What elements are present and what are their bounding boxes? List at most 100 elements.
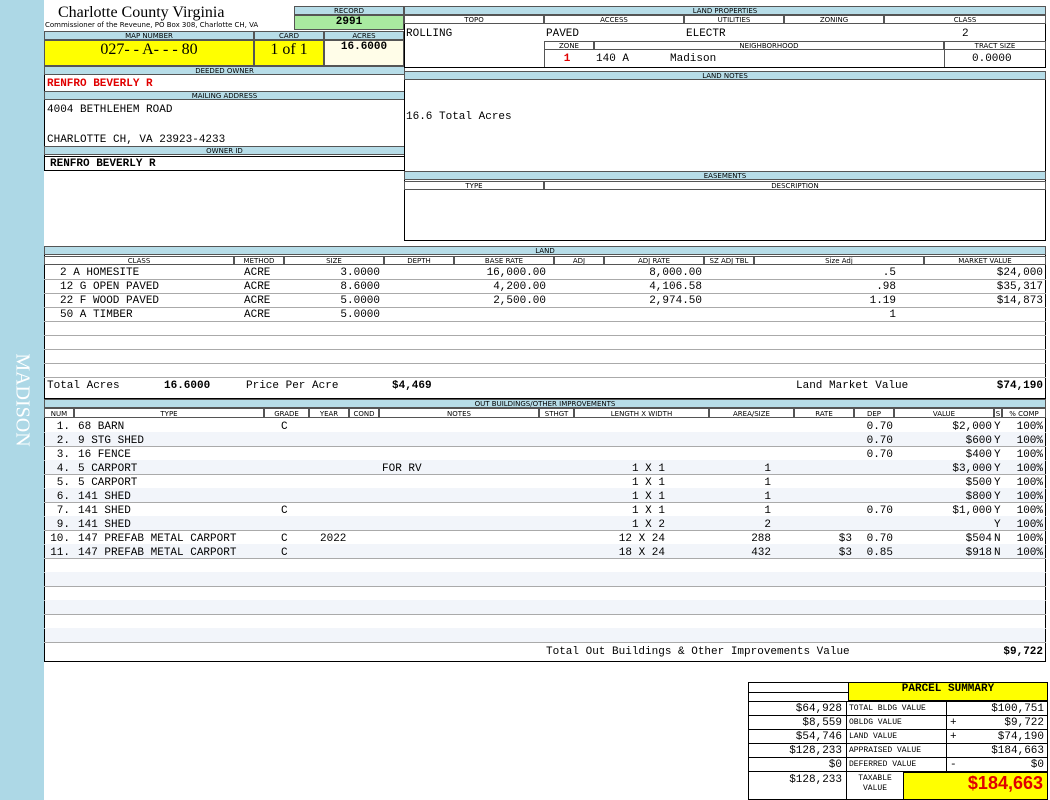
- land-cell: 8.6000: [340, 281, 380, 293]
- row-line: [44, 530, 1046, 531]
- outbuilding-cell: 0.70: [866, 533, 893, 545]
- outbuilding-cell: $504: [965, 533, 992, 545]
- outbuilding-cell: C: [281, 533, 288, 545]
- tract-size-label: TRACT SIZE: [944, 41, 1046, 50]
- land-cell: 4,200.00: [493, 281, 546, 293]
- outbuilding-header: YEAR: [309, 408, 349, 418]
- land-cell: 1.19: [869, 295, 896, 307]
- land-notes-label: LAND NOTES: [404, 71, 1046, 80]
- mailing-address-label: MAILING ADDRESS: [44, 91, 405, 100]
- summary-value: $74,190: [997, 731, 1044, 743]
- land-cell: 2,500.00: [493, 295, 546, 307]
- row-line: [44, 293, 1046, 294]
- row-line: [44, 446, 1046, 447]
- outbuildings-total: $9,722: [1003, 646, 1043, 658]
- land-cell: 4,106.58: [649, 281, 702, 293]
- outbuilding-cell: 7.: [56, 505, 70, 517]
- outbuilding-cell: 1: [764, 505, 771, 517]
- address-line: CHARLOTTE CH, VA 23923-4233: [47, 134, 226, 146]
- land-cell: 12 G OPEN PAVED: [60, 281, 160, 293]
- outbuilding-cell: 432: [751, 547, 771, 559]
- summary-left: $54,746: [795, 731, 842, 743]
- row-line: [44, 586, 1046, 587]
- field-label: ZONING: [784, 15, 884, 24]
- row-shade: [45, 572, 1045, 586]
- outbuilding-cell: 2022: [320, 533, 347, 545]
- outbuilding-cell: 2: [764, 519, 771, 531]
- summary-sign: -: [950, 759, 957, 771]
- outbuilding-cell: 1: [764, 491, 771, 503]
- summary-label: DEFERRED VALUE: [849, 760, 917, 769]
- outbuilding-cell: Y: [994, 421, 1001, 433]
- summary-left: $8,559: [802, 717, 842, 729]
- outbuilding-cell: 100%: [1016, 519, 1043, 531]
- row-line: [44, 642, 1046, 643]
- land-header: BASE RATE: [454, 256, 554, 265]
- outbuilding-header: S: [994, 408, 1002, 418]
- summary-col: [846, 701, 847, 800]
- outbuilding-cell: 0.70: [866, 421, 893, 433]
- address-line: 4004 BETHLEHEM ROAD: [47, 104, 173, 116]
- owner-id-label: OWNER ID: [44, 146, 405, 155]
- acres-label: ACRES: [324, 31, 404, 40]
- outbuilding-cell: C: [281, 421, 288, 433]
- row-shade: [45, 516, 1045, 530]
- land-properties-label: LAND PROPERTIES: [404, 6, 1046, 15]
- land-cell: $14,873: [996, 295, 1043, 307]
- land-header: Size Adj: [754, 256, 924, 265]
- land-cell: ACRE: [244, 281, 271, 293]
- card: 1 of 1: [254, 40, 324, 66]
- outbuilding-cell: 147 PREFAB METAL CARPORT: [78, 533, 237, 545]
- outbuilding-cell: 100%: [1016, 435, 1043, 447]
- outbuilding-header: AREA/SIZE: [709, 408, 794, 418]
- field-value: ELECTR: [686, 28, 726, 40]
- row-shade: [45, 432, 1045, 446]
- outbuilding-cell: $1,000: [952, 505, 992, 517]
- land-cell: ACRE: [244, 309, 271, 321]
- record-label: RECORD: [294, 6, 404, 15]
- summary-title: PARCEL SUMMARY: [848, 682, 1048, 701]
- outbuilding-cell: $918: [965, 547, 992, 559]
- outbuilding-header: VALUE: [894, 408, 994, 418]
- outbuilding-cell: 100%: [1016, 463, 1043, 475]
- land-header: METHOD: [234, 256, 284, 265]
- field-value: 2: [962, 28, 969, 40]
- outbuilding-cell: 1 X 1: [631, 463, 665, 475]
- sidebar: [0, 0, 44, 800]
- summary-label: APPRAISED VALUE: [849, 746, 922, 755]
- outbuilding-cell: 68 BARN: [78, 421, 125, 433]
- owner-id: RENFRO BEVERLY R: [50, 158, 156, 170]
- outbuilding-cell: C: [281, 505, 288, 517]
- land-cell: 5.0000: [340, 295, 380, 307]
- outbuilding-header: STHGT: [539, 408, 574, 418]
- summary-sign: +: [950, 731, 957, 743]
- outbuilding-cell: Y: [994, 449, 1001, 461]
- summary-left: $128,233: [789, 745, 842, 757]
- outbuilding-cell: 4.: [56, 463, 70, 475]
- summary-left: $64,928: [795, 703, 842, 715]
- row-line: [748, 771, 1048, 772]
- field-label: TOPO: [404, 15, 544, 24]
- row-line: [44, 614, 1046, 615]
- field-label: CLASS: [884, 15, 1046, 24]
- outbuilding-cell: 147 PREFAB METAL CARPORT: [78, 547, 237, 559]
- outbuilding-cell: $800: [965, 491, 992, 503]
- outbuilding-cell: N: [994, 533, 1001, 545]
- outbuilding-cell: 11.: [50, 547, 70, 559]
- row-line: [44, 558, 1046, 559]
- outbuilding-header: RATE: [794, 408, 854, 418]
- row-line: [748, 757, 1048, 758]
- field-label: ACCESS: [544, 15, 684, 24]
- outbuilding-cell: 2.: [56, 435, 70, 447]
- outbuilding-cell: 0.70: [866, 449, 893, 461]
- field-value: PAVED: [546, 28, 580, 40]
- outbuilding-cell: 18 X 24: [618, 547, 665, 559]
- outbuilding-cell: $2,000: [952, 421, 992, 433]
- land-cell: 16,000.00: [486, 267, 546, 279]
- outbuilding-cell: Y: [994, 477, 1001, 489]
- row-line: [44, 474, 1046, 475]
- row-line: [44, 156, 405, 157]
- land-cell: .98: [876, 281, 896, 293]
- outbuilding-cell: 5 CARPORT: [78, 463, 138, 475]
